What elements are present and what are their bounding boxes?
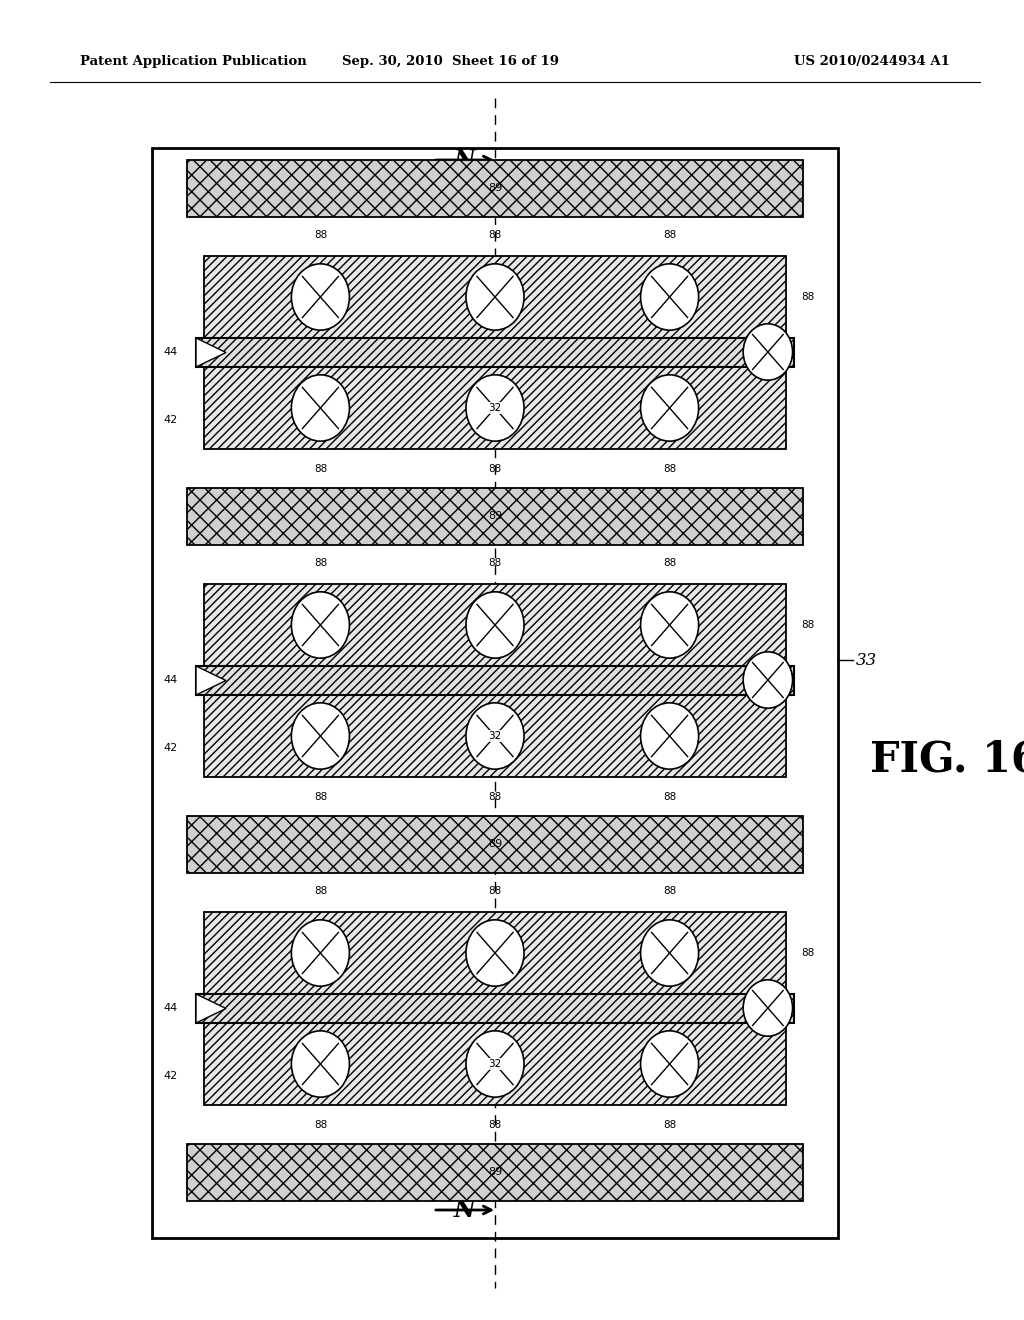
Ellipse shape <box>292 1031 349 1097</box>
Text: 89: 89 <box>487 1167 502 1177</box>
Text: 88: 88 <box>801 620 814 630</box>
Text: N: N <box>454 1199 475 1222</box>
Text: 88: 88 <box>313 463 327 474</box>
Text: 88: 88 <box>663 230 676 239</box>
Text: 88: 88 <box>488 1119 502 1130</box>
Text: 44: 44 <box>164 675 178 685</box>
Text: 88: 88 <box>488 557 502 568</box>
Text: 88: 88 <box>313 557 327 568</box>
Bar <box>204 1023 786 1105</box>
Text: US 2010/0244934 A1: US 2010/0244934 A1 <box>795 55 950 69</box>
Bar <box>204 583 786 667</box>
Text: 88: 88 <box>663 1119 676 1130</box>
Bar <box>187 488 803 545</box>
Ellipse shape <box>466 264 524 330</box>
Text: FIG. 16: FIG. 16 <box>870 739 1024 781</box>
Ellipse shape <box>466 375 524 441</box>
Bar <box>152 148 838 1238</box>
Ellipse shape <box>292 591 349 659</box>
Polygon shape <box>196 667 226 696</box>
Text: 32: 32 <box>488 403 502 413</box>
Ellipse shape <box>466 591 524 659</box>
Ellipse shape <box>641 375 698 441</box>
Bar <box>196 994 794 1023</box>
Ellipse shape <box>292 375 349 441</box>
Bar <box>196 338 794 367</box>
Ellipse shape <box>641 1031 698 1097</box>
Text: 88: 88 <box>663 886 676 895</box>
Ellipse shape <box>641 920 698 986</box>
Text: 42: 42 <box>164 743 178 754</box>
Text: 42: 42 <box>164 1072 178 1081</box>
Text: 88: 88 <box>663 463 676 474</box>
Ellipse shape <box>743 979 793 1036</box>
Text: 44: 44 <box>164 347 178 356</box>
Text: 89: 89 <box>487 511 502 521</box>
Text: 32: 32 <box>488 1059 502 1069</box>
Ellipse shape <box>743 323 793 380</box>
Text: 32: 32 <box>488 731 502 741</box>
Bar <box>187 816 803 873</box>
Text: 44: 44 <box>164 1003 178 1012</box>
Polygon shape <box>196 994 226 1023</box>
Text: 88: 88 <box>488 792 502 801</box>
Text: 88: 88 <box>488 463 502 474</box>
Text: N: N <box>454 148 475 172</box>
Text: 88: 88 <box>663 557 676 568</box>
Text: 88: 88 <box>313 1119 327 1130</box>
Ellipse shape <box>743 652 793 709</box>
Bar <box>187 1144 803 1201</box>
Bar <box>204 256 786 338</box>
Text: 88: 88 <box>488 886 502 895</box>
Ellipse shape <box>641 702 698 770</box>
Ellipse shape <box>292 920 349 986</box>
Bar <box>204 696 786 777</box>
Text: 33: 33 <box>856 652 878 669</box>
Bar <box>196 667 794 696</box>
Text: 42: 42 <box>164 416 178 425</box>
Text: 88: 88 <box>313 792 327 801</box>
Ellipse shape <box>466 702 524 770</box>
Bar <box>204 912 786 994</box>
Text: 88: 88 <box>313 886 327 895</box>
Ellipse shape <box>466 1031 524 1097</box>
Ellipse shape <box>292 264 349 330</box>
Bar <box>204 367 786 449</box>
Text: Patent Application Publication: Patent Application Publication <box>80 55 307 69</box>
Text: 89: 89 <box>487 183 502 193</box>
Text: 88: 88 <box>663 792 676 801</box>
Text: 88: 88 <box>313 230 327 239</box>
Ellipse shape <box>641 591 698 659</box>
Ellipse shape <box>641 264 698 330</box>
Ellipse shape <box>466 920 524 986</box>
Text: 88: 88 <box>801 292 814 302</box>
Bar <box>187 160 803 216</box>
Text: 88: 88 <box>801 948 814 958</box>
Text: Sep. 30, 2010  Sheet 16 of 19: Sep. 30, 2010 Sheet 16 of 19 <box>341 55 558 69</box>
Polygon shape <box>196 338 226 367</box>
Ellipse shape <box>292 702 349 770</box>
Text: 89: 89 <box>487 840 502 849</box>
Text: 88: 88 <box>488 230 502 239</box>
